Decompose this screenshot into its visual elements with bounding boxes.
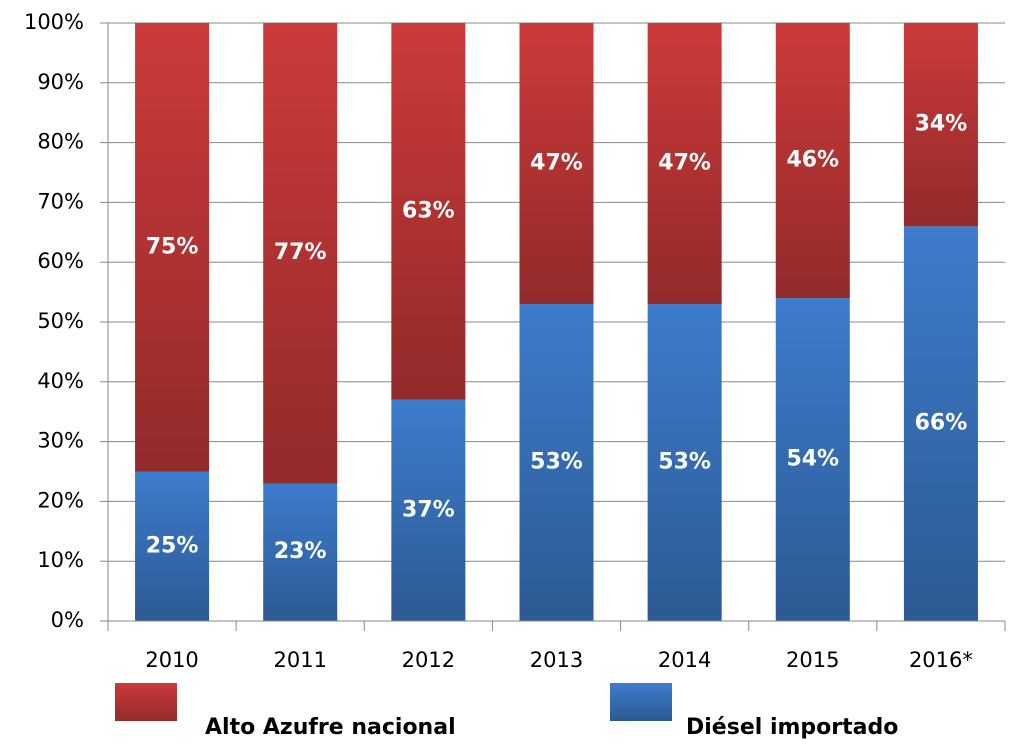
x-tick-label: 2012 bbox=[402, 648, 455, 672]
bar-shade bbox=[135, 23, 210, 472]
legend-label: Diésel importado bbox=[686, 715, 898, 740]
legend-label: Alto Azufre nacional bbox=[205, 715, 456, 740]
x-tick-label: 2016* bbox=[909, 648, 973, 672]
y-tick-label: 80% bbox=[37, 130, 84, 154]
value-label: 37% bbox=[402, 497, 455, 522]
bar-shade bbox=[391, 399, 466, 621]
y-tick-label: 90% bbox=[37, 70, 84, 94]
bar-shade bbox=[519, 304, 594, 621]
bar-shade bbox=[263, 483, 338, 621]
bar-shade bbox=[775, 298, 850, 621]
y-tick-label: 50% bbox=[37, 309, 84, 333]
value-label: 47% bbox=[658, 151, 711, 176]
value-label: 53% bbox=[530, 450, 583, 475]
value-label: 34% bbox=[915, 112, 968, 137]
x-tick-label: 2015 bbox=[786, 648, 839, 672]
value-label: 54% bbox=[786, 447, 839, 472]
y-tick-label: 100% bbox=[24, 10, 84, 34]
value-label: 77% bbox=[274, 240, 327, 265]
y-tick-label: 10% bbox=[37, 548, 84, 572]
value-label: 63% bbox=[402, 198, 455, 223]
bar-shade bbox=[391, 23, 466, 400]
x-tick-label: 2014 bbox=[658, 648, 711, 672]
x-tick-label: 2011 bbox=[273, 648, 326, 672]
value-label: 53% bbox=[658, 450, 711, 475]
value-label: 75% bbox=[146, 234, 199, 259]
bar-shade bbox=[263, 23, 338, 484]
legend-swatch-shade bbox=[115, 683, 177, 721]
x-tick-label: 2013 bbox=[530, 648, 583, 672]
y-tick-label: 60% bbox=[37, 249, 84, 273]
y-tick-label: 30% bbox=[37, 429, 84, 453]
y-tick-label: 40% bbox=[37, 369, 84, 393]
bar-shade bbox=[647, 304, 722, 621]
value-label: 25% bbox=[146, 533, 199, 558]
bar-shade bbox=[519, 23, 594, 305]
bar-shade bbox=[903, 23, 978, 227]
legend-swatch-shade bbox=[610, 683, 672, 721]
bar-shade bbox=[647, 23, 722, 305]
value-label: 47% bbox=[530, 151, 583, 176]
bar-shade bbox=[135, 471, 210, 621]
x-tick-label: 2010 bbox=[145, 648, 198, 672]
bar-shade bbox=[903, 226, 978, 621]
value-label: 46% bbox=[786, 148, 839, 173]
value-label: 23% bbox=[274, 539, 327, 564]
y-tick-label: 70% bbox=[37, 189, 84, 213]
value-label: 66% bbox=[915, 411, 968, 436]
y-tick-label: 0% bbox=[51, 608, 84, 632]
y-tick-label: 20% bbox=[37, 488, 84, 512]
bar-shade bbox=[775, 23, 850, 299]
